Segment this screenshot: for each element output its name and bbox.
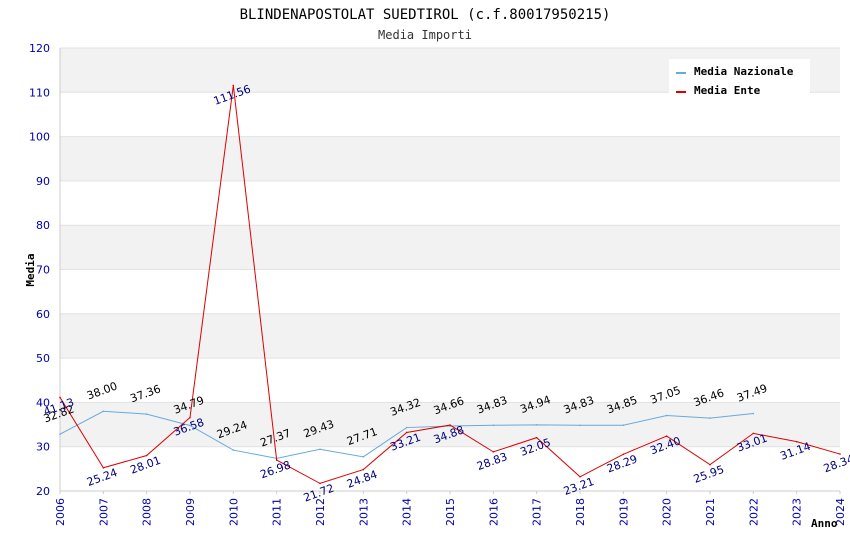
y-tick-label: 30 (36, 441, 50, 454)
data-point (405, 431, 408, 434)
data-point (579, 475, 581, 478)
x-tick-label: 2020 (661, 498, 674, 526)
x-tick-labels: 2006 2007 2008 2009 2010 2011 2012 2013 2014 2015… (54, 491, 847, 526)
data-point (492, 451, 495, 453)
plot-band (60, 92, 840, 137)
data-point (275, 459, 278, 461)
x-tick-label: 2011 (271, 498, 284, 526)
x-tick-label: 2016 (487, 498, 500, 526)
data-point (709, 417, 711, 419)
y-tick-label: 40 (36, 396, 50, 409)
x-tick-label: 2022 (747, 498, 760, 526)
x-tick-label: 2024 (834, 498, 847, 526)
data-point (492, 424, 495, 427)
plot-band (60, 313, 840, 359)
data-point (752, 432, 755, 435)
series-layer (59, 84, 841, 485)
plot-band (60, 136, 840, 181)
x-tick-label: 2015 (444, 498, 457, 526)
x-tick-label: 2013 (357, 498, 370, 526)
data-point (232, 449, 235, 451)
chart-subtitle: Media Importi (378, 28, 472, 42)
data-point (59, 433, 61, 436)
data-point (232, 84, 235, 87)
data-point (622, 424, 625, 427)
legend: Media Nazionale Media Ente (669, 59, 810, 97)
y-tick-label: 80 (36, 219, 50, 232)
data-point (405, 426, 408, 429)
x-tick-label: 2010 (227, 498, 240, 526)
data-point (145, 454, 148, 457)
y-tick-labels: 20 30 40 50 60 70 80 90 100 110 120 (29, 42, 50, 498)
data-point (189, 416, 191, 419)
plot-band (60, 446, 840, 491)
x-tick-label: 2012 (314, 498, 327, 526)
plot-band (60, 358, 840, 403)
plot-band (60, 180, 840, 226)
y-tick-label: 50 (36, 352, 50, 365)
y-tick-label: 110 (29, 86, 50, 99)
data-point (709, 463, 711, 466)
data-point (102, 410, 105, 413)
data-point (449, 424, 451, 426)
y-tick-label: 70 (36, 264, 50, 277)
plot-bands (60, 48, 840, 491)
legend-box (669, 59, 810, 96)
data-point (795, 440, 798, 443)
x-tick-label: 2007 (97, 498, 110, 526)
data-point (579, 424, 581, 427)
data-point (59, 396, 61, 399)
x-tick-label: 2023 (791, 498, 804, 526)
data-point (622, 453, 625, 456)
data-point (145, 413, 148, 415)
y-tick-label: 20 (36, 485, 50, 498)
y-tick-label: 120 (29, 42, 50, 55)
x-tick-label: 2008 (141, 498, 154, 526)
data-point (839, 453, 841, 455)
x-tick-label: 2017 (531, 498, 544, 526)
data-point (319, 482, 321, 485)
y-axis-label: Media (24, 253, 37, 286)
data-point (189, 424, 191, 427)
x-tick-label: 2014 (401, 498, 414, 526)
data-point (752, 412, 755, 415)
plot-band (60, 225, 840, 270)
chart-title: BLINDENAPOSTOLAT SUEDTIROL (c.f.80017950… (240, 7, 611, 23)
legend-label-media-ente: Media Ente (694, 84, 761, 97)
data-point (665, 414, 668, 417)
y-tick-label: 60 (36, 308, 50, 321)
data-point (535, 424, 538, 426)
x-tick-label: 2021 (704, 498, 717, 526)
x-tick-label: 2006 (54, 498, 67, 526)
x-tick-label: 2019 (617, 498, 630, 526)
data-point (319, 448, 321, 451)
x-axis-label: Anno (811, 517, 838, 530)
x-tick-label: 2009 (184, 498, 197, 526)
data-point (535, 436, 538, 439)
data-point (102, 466, 105, 469)
y-tick-label: 100 (29, 131, 50, 144)
data-point (362, 468, 365, 471)
plot-band (60, 269, 840, 314)
x-tick-label: 2018 (574, 498, 587, 526)
y-tick-label: 90 (36, 175, 50, 188)
data-point (362, 456, 365, 458)
legend-label-media-nazionale: Media Nazionale (694, 65, 794, 78)
data-point (665, 435, 668, 437)
